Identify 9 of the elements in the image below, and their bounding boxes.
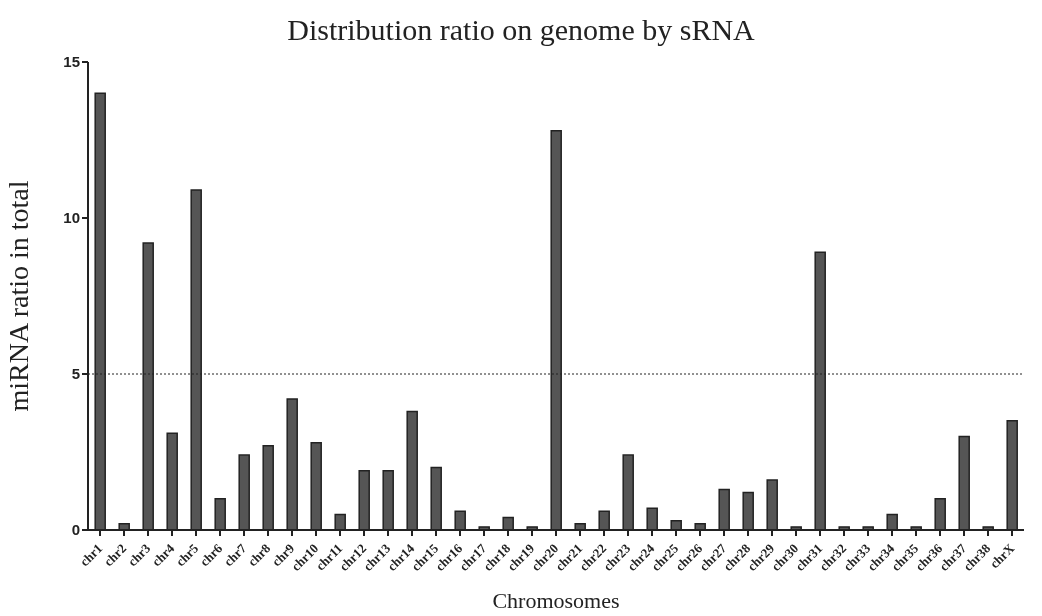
x-tick-label: chr8: [244, 540, 274, 570]
x-axis-title: Chromosomes: [492, 588, 620, 613]
x-tick-label: chr1: [76, 540, 106, 570]
y-tick-label: 15: [63, 53, 80, 71]
y-tick-label: 10: [63, 209, 80, 227]
chart-title: Distribution ratio on genome by sRNA: [286, 12, 756, 48]
y-axis-title: miRNA ratio in total: [2, 180, 34, 412]
y-tick-label: 5: [71, 365, 80, 383]
y-tick-label: 0: [71, 521, 80, 539]
